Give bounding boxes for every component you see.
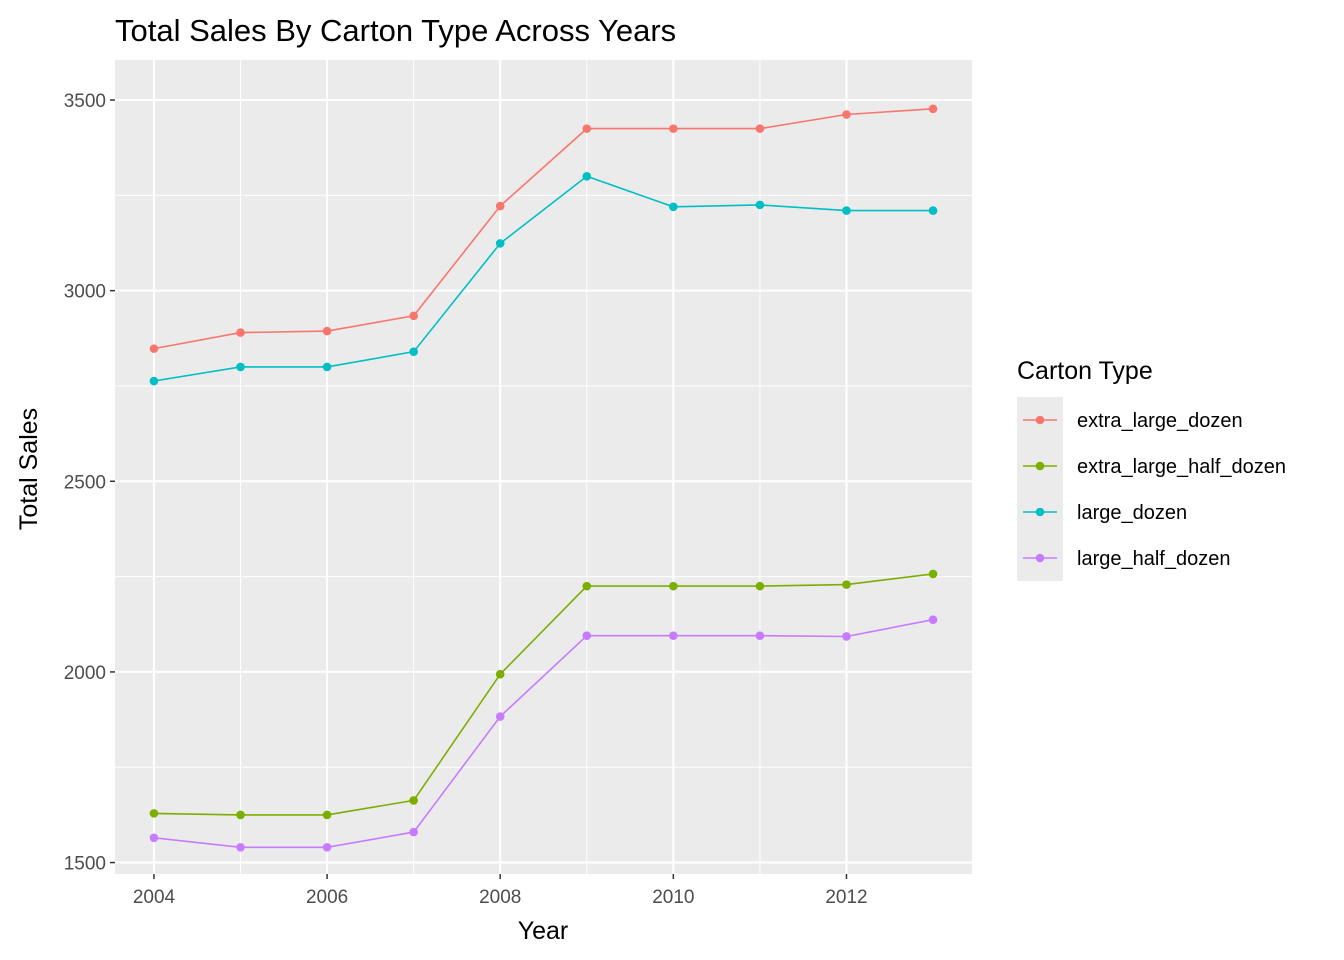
y-tick-label: 3500 xyxy=(64,91,106,112)
data-point xyxy=(842,206,851,215)
series-large_dozen xyxy=(149,171,938,386)
series-line xyxy=(153,573,934,816)
legend-key-point xyxy=(1035,507,1045,517)
data-point xyxy=(409,796,418,805)
data-point xyxy=(149,376,159,386)
data-point xyxy=(928,104,938,114)
legend-title: Carton Type xyxy=(1017,357,1153,385)
data-point xyxy=(928,206,938,215)
plot-area xyxy=(115,60,972,874)
y-tick-label: 2500 xyxy=(64,472,106,493)
data-point xyxy=(149,833,159,843)
data-point xyxy=(582,631,592,641)
y-tick-label: 2000 xyxy=(64,663,106,684)
data-point xyxy=(236,362,245,372)
data-point xyxy=(755,200,765,210)
series-extra_large_half_dozen xyxy=(149,569,938,820)
series-line xyxy=(153,618,934,849)
data-point xyxy=(842,632,851,641)
legend-label: large_dozen xyxy=(1077,502,1187,524)
plot-background xyxy=(115,60,972,874)
series-line xyxy=(153,175,933,382)
data-point xyxy=(236,843,245,852)
series-extra_large_dozen xyxy=(149,104,938,353)
data-point xyxy=(149,344,159,353)
y-tick-label: 3000 xyxy=(64,282,106,303)
legend-key-background xyxy=(1017,397,1063,581)
legend-label: extra_large_dozen xyxy=(1077,410,1243,432)
legend-key-point xyxy=(1035,461,1045,471)
data-point xyxy=(842,580,851,589)
data-point xyxy=(669,631,678,641)
y-axis-title: Total Sales xyxy=(15,408,43,530)
legend-key-point xyxy=(1035,415,1045,425)
data-point xyxy=(755,124,765,133)
legend-item-large_dozen: large_dozen xyxy=(1023,502,1187,524)
data-point xyxy=(322,843,332,852)
data-point xyxy=(495,712,505,721)
x-axis: 2004 2006 2008 2010 2012 xyxy=(133,874,868,908)
x-axis-title: Year xyxy=(518,917,569,945)
x-tick-label: 2008 xyxy=(479,887,521,908)
legend-item-large_half_dozen: large_half_dozen xyxy=(1023,548,1230,570)
data-point xyxy=(409,347,418,356)
legend-item-extra_large_half_dozen: extra_large_half_dozen xyxy=(1023,456,1286,478)
legend-label: large_half_dozen xyxy=(1077,548,1230,570)
legend-label: extra_large_half_dozen xyxy=(1077,456,1286,478)
data-point xyxy=(928,615,938,624)
data-point xyxy=(582,124,592,133)
series-line xyxy=(153,108,934,350)
x-tick-label: 2010 xyxy=(652,887,694,908)
data-point xyxy=(322,326,332,336)
data-point xyxy=(322,810,332,820)
data-point xyxy=(409,827,418,837)
data-point xyxy=(669,202,678,212)
legend-item-extra_large_dozen: extra_large_dozen xyxy=(1023,410,1243,432)
data-point xyxy=(842,110,851,119)
legend-items: extra_large_dozen extra_large_half_dozenl… xyxy=(1023,410,1286,570)
data-point xyxy=(409,311,418,321)
data-point xyxy=(236,810,245,820)
data-point xyxy=(495,239,505,248)
chart-title: Total Sales By Carton Type Across Years xyxy=(115,13,676,48)
gridlines xyxy=(115,60,972,874)
data-point xyxy=(669,124,678,133)
y-tick-label: 1500 xyxy=(64,854,106,875)
data-point xyxy=(669,581,678,591)
data-point xyxy=(236,328,245,337)
data-point xyxy=(755,581,765,591)
x-tick-label: 2006 xyxy=(306,887,348,908)
legend: Carton Type extra_large_dozenextra_large… xyxy=(1017,357,1286,581)
x-tick-label: 2012 xyxy=(825,887,867,908)
data-point xyxy=(582,171,592,181)
legend-key-point xyxy=(1035,553,1045,563)
x-tick-label: 2004 xyxy=(133,887,176,908)
data-point xyxy=(755,631,765,641)
data-point xyxy=(582,581,592,591)
data-point xyxy=(495,669,505,679)
series-large_half_dozen xyxy=(149,615,938,852)
data-point xyxy=(149,809,159,818)
data-point xyxy=(322,362,332,372)
data-point xyxy=(928,569,938,579)
data-point xyxy=(495,201,505,211)
y-axis: 1500 2000 2500 3000 3500 xyxy=(64,91,115,875)
